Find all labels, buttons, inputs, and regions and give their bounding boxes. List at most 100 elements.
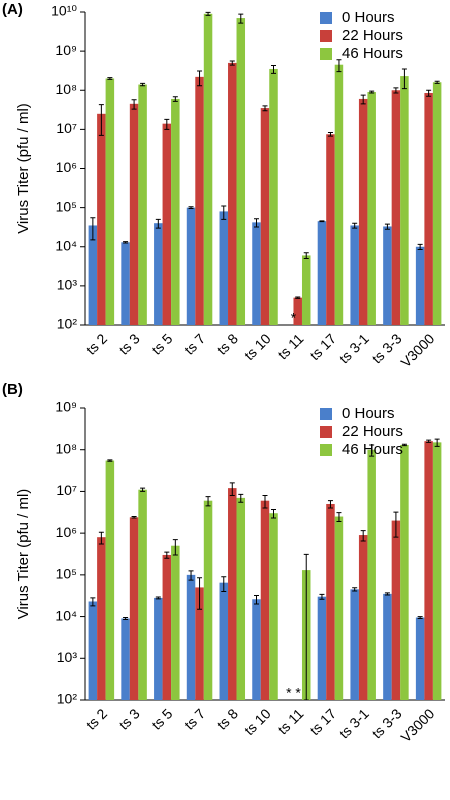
y-tick-label: 10⁷ (56, 120, 77, 136)
error-bar (197, 70, 203, 87)
y-axis-label: Virus Titer (pfu / ml) (15, 489, 32, 620)
x-tick-label: V3000 (397, 330, 437, 370)
bar (367, 92, 376, 326)
bar (415, 617, 425, 700)
legend-label: 46 Hours (342, 45, 403, 62)
bar (252, 599, 261, 700)
bar (260, 500, 270, 700)
legend-swatch (320, 30, 332, 42)
x-tick-label: ts 5 (148, 330, 175, 357)
error-bar (336, 512, 342, 523)
bar (334, 516, 344, 700)
panel-label: (B) (2, 381, 23, 398)
panel-label: (A) (2, 1, 23, 18)
legend-swatch (320, 12, 332, 24)
error-bar (188, 206, 194, 209)
error-bar (205, 11, 211, 16)
error-bar (98, 104, 104, 136)
error-bar (303, 553, 309, 701)
legend-label: 0 Hours (342, 9, 395, 26)
error-bar (123, 617, 129, 621)
y-tick-label: 10⁵ (56, 566, 77, 582)
x-tick-label: ts 3 (116, 330, 143, 357)
bar (228, 62, 237, 325)
y-tick-label: 10⁹ (55, 42, 77, 58)
error-bar (107, 77, 113, 80)
bar (203, 500, 213, 700)
error-bar (401, 68, 407, 90)
y-axis-label: Virus Titer (pfu / ml) (15, 103, 32, 234)
error-bar (123, 241, 129, 244)
y-tick-label: 10⁴ (55, 607, 77, 623)
annotation: * * (286, 685, 301, 701)
error-bar (131, 516, 137, 519)
x-tick-label: ts 11 (274, 705, 306, 737)
bar (350, 589, 359, 700)
error-bar (131, 99, 137, 110)
y-tick-label: 10⁸ (56, 81, 78, 97)
bar (195, 587, 204, 700)
x-tick-label: ts 8 (214, 330, 241, 357)
error-bar (384, 592, 390, 596)
x-tick-label: ts 7 (181, 705, 208, 732)
y-tick-label: 10⁶ (56, 524, 77, 540)
bar (424, 93, 433, 326)
bar (358, 98, 368, 325)
legend-label: 22 Hours (342, 27, 403, 44)
bar (326, 134, 335, 325)
error-bar (172, 539, 178, 556)
bar (350, 225, 359, 325)
error-bar (295, 296, 301, 299)
error-bar (401, 443, 407, 447)
bar (154, 597, 163, 700)
error-bar (155, 218, 161, 229)
bar (171, 98, 180, 325)
bar (88, 601, 98, 700)
bar (138, 84, 147, 325)
bar (391, 520, 401, 700)
error-bar (352, 222, 358, 229)
error-bar (262, 105, 268, 112)
bar (269, 513, 278, 700)
bar (432, 82, 442, 325)
bar (400, 444, 409, 700)
y-tick-label: 10² (57, 316, 78, 332)
bar (121, 242, 130, 325)
bar (171, 545, 180, 700)
x-tick-label: ts 3-1 (336, 330, 372, 366)
error-bar (434, 438, 440, 447)
error-bar (417, 616, 423, 619)
error-bar (417, 243, 423, 251)
error-bar (98, 531, 104, 545)
x-tick-label: ts 17 (306, 330, 339, 363)
error-bar (164, 551, 170, 559)
bar (97, 537, 106, 700)
bar (383, 593, 392, 700)
bar (97, 113, 106, 325)
error-bar (327, 132, 333, 137)
error-bar (140, 82, 146, 87)
error-bar (254, 218, 259, 228)
bar (367, 449, 376, 700)
error-bar (221, 205, 227, 220)
y-tick-label: 10³ (57, 649, 78, 665)
legend-label: 46 Hours (342, 441, 403, 458)
bar (162, 554, 172, 700)
error-bar (238, 13, 244, 24)
y-tick-label: 10⁷ (56, 482, 77, 498)
error-bar (107, 459, 113, 462)
x-tick-label: ts 7 (181, 330, 208, 357)
error-bar (327, 500, 333, 509)
legend-swatch (320, 408, 332, 420)
error-bar (229, 482, 235, 496)
bar (432, 442, 442, 700)
error-bar (172, 96, 178, 102)
y-tick-label: 10⁹ (55, 399, 77, 415)
bar (334, 64, 344, 326)
bar (236, 18, 246, 325)
error-bar (360, 530, 366, 542)
error-bar (271, 508, 276, 519)
bar (236, 497, 246, 700)
bar (138, 489, 147, 700)
